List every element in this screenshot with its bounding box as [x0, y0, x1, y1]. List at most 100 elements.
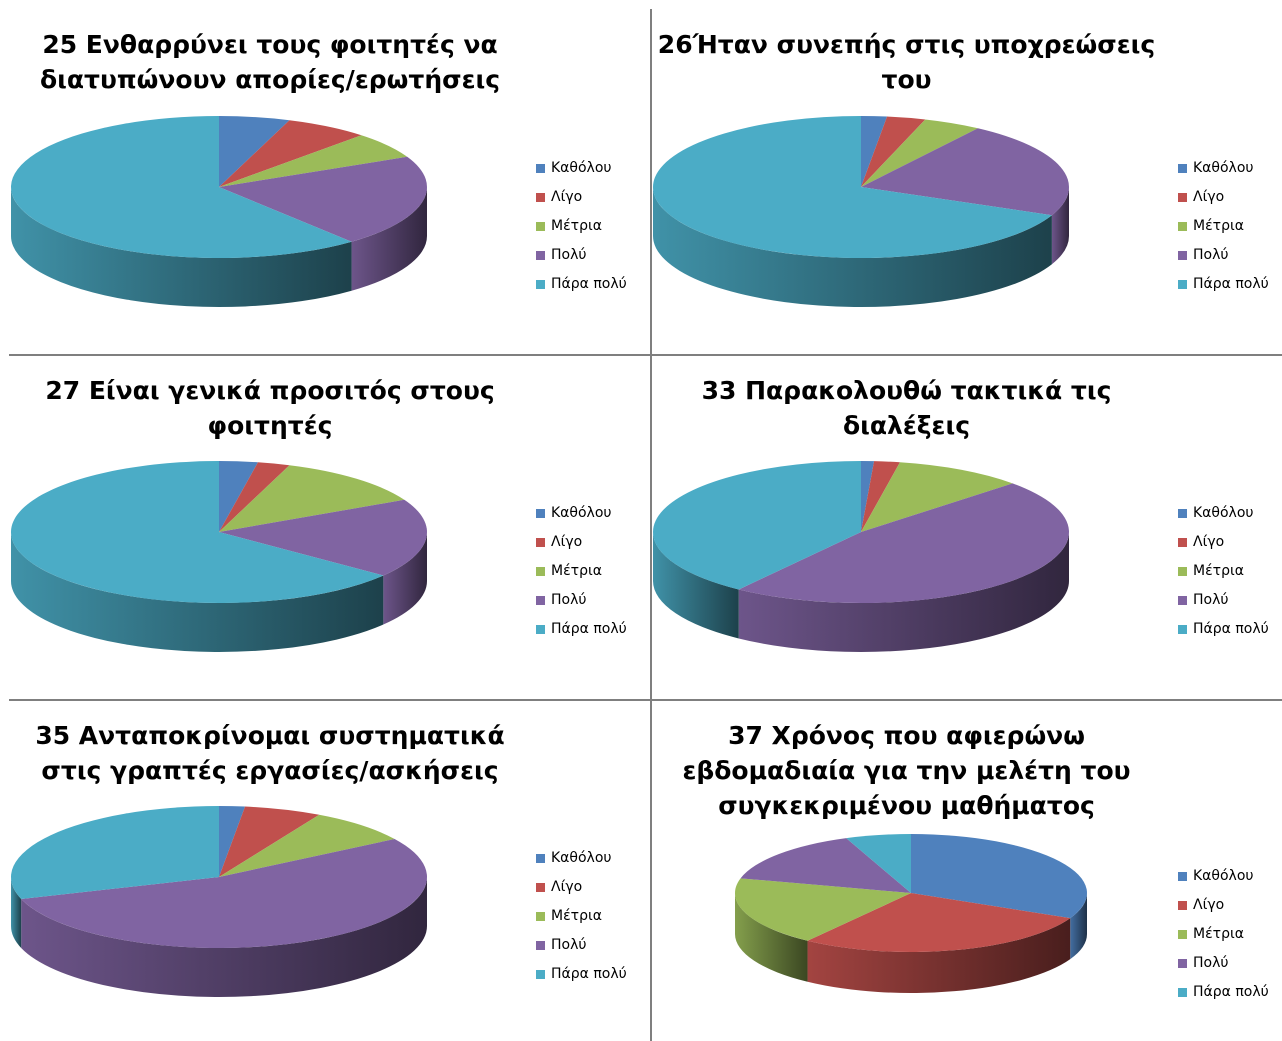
pie-slice-1: [861, 461, 875, 532]
grid-divider-h1: [9, 354, 1282, 356]
chart-legend: Καθόλου Λίγο Μέτρια Πολύ Πάρα πολύ: [536, 851, 627, 996]
chart-title: 37 Χρόνος που αφιερώνω εβδομαδιαία για τη…: [651, 718, 1162, 823]
legend-swatch: [1178, 509, 1187, 518]
chart-title-line: εβδομαδιαία για την μελέτη του: [682, 756, 1131, 785]
chart-title-line: 37 Χρόνος που αφιερώνω: [728, 721, 1085, 750]
legend-swatch: [1178, 567, 1187, 576]
chart-title-line: 33 Παρακολουθώ τακτικά τις: [701, 376, 1112, 405]
legend-item: Μέτρια: [1178, 564, 1269, 593]
pie-slice-5: [11, 116, 352, 258]
pie-slice-2: [861, 461, 900, 532]
legend-label: Πολύ: [1193, 955, 1229, 971]
legend-label: Καθόλου: [551, 160, 612, 176]
legend-label: Πάρα πολύ: [1193, 621, 1269, 637]
pie-slice-5: [11, 806, 219, 899]
legend-label: Μέτρια: [1193, 218, 1244, 234]
pie-slice-side: [1070, 893, 1087, 960]
chart-panel-35: 35 Ανταποκρίνομαι συστηματικά στις γραπτέ…: [9, 700, 651, 1041]
legend-label: Πολύ: [1193, 247, 1229, 263]
legend-label: Καθόλου: [1193, 505, 1254, 521]
pie-slice-side: [653, 187, 1052, 307]
pie-slice-1: [911, 834, 1087, 919]
legend-label: Πολύ: [551, 937, 587, 953]
legend-swatch: [1178, 930, 1187, 939]
pie-slice-side: [738, 532, 1069, 652]
legend-swatch: [1178, 901, 1187, 910]
pie-slice-4: [738, 483, 1069, 603]
pie-slice-5: [653, 461, 861, 590]
pie-slice-side: [21, 877, 428, 997]
legend-item: Πολύ: [536, 938, 627, 967]
legend-item: Μέτρια: [1178, 927, 1269, 956]
legend-swatch: [536, 538, 545, 547]
legend-swatch: [536, 164, 545, 173]
legend-label: Λίγο: [1193, 534, 1225, 550]
chart-title-line: του: [881, 65, 932, 94]
legend-item: Μέτρια: [1178, 219, 1269, 248]
pie-chart: [653, 116, 1069, 307]
pie-chart: [735, 834, 1087, 993]
legend-label: Λίγο: [1193, 189, 1225, 205]
legend-label: Πάρα πολύ: [1193, 984, 1269, 1000]
pie-slice-side: [735, 893, 808, 982]
grid-divider-v: [650, 9, 652, 1041]
chart-panel-37: 37 Χρόνος που αφιερώνω εβδομαδιαία για τη…: [651, 700, 1282, 1041]
legend-label: Καθόλου: [1193, 160, 1254, 176]
chart-title-line: διατυπώνουν απορίες/ερωτήσεις: [39, 65, 501, 94]
legend-label: Πολύ: [551, 247, 587, 263]
legend-swatch: [1178, 538, 1187, 547]
pie-slice-3: [219, 814, 395, 877]
pie-slice-1: [219, 116, 290, 187]
legend-item: Πάρα πολύ: [536, 967, 627, 996]
pie-slice-side: [11, 187, 352, 307]
chart-panel-26: 26Ήταν συνεπής στις υποχρεώσεις του Καθόλο…: [651, 9, 1282, 355]
legend-item: Μέτρια: [536, 564, 627, 593]
pie-slice-2: [807, 893, 1071, 952]
chart-panel-33: 33 Παρακολουθώ τακτικά τις διαλέξεις Καθόλ…: [651, 355, 1282, 700]
legend-swatch: [1178, 872, 1187, 881]
legend-swatch: [536, 222, 545, 231]
chart-title: 35 Ανταποκρίνομαι συστηματικά στις γραπτέ…: [9, 718, 531, 788]
legend-item: Καθόλου: [536, 851, 627, 880]
chart-title-line: 35 Ανταποκρίνομαι συστηματικά: [35, 721, 505, 750]
pie-slice-5: [846, 834, 911, 893]
chart-title-line: συγκεκριμένου μαθήματος: [718, 791, 1095, 820]
pie-slice-3: [735, 878, 911, 941]
chart-panel-27: 27 Είναι γενικά προσιτός στους φοιτητές Κα…: [9, 355, 651, 700]
legend-label: Μέτρια: [551, 908, 602, 924]
legend-swatch: [1178, 988, 1187, 997]
legend-swatch: [1178, 959, 1187, 968]
pie-slice-side: [1051, 187, 1069, 265]
legend-item: Πάρα πολύ: [1178, 622, 1269, 651]
legend-swatch: [536, 193, 545, 202]
legend-swatch: [536, 625, 545, 634]
legend-item: Πολύ: [1178, 956, 1269, 985]
legend-label: Πάρα πολύ: [551, 621, 627, 637]
pie-slice-side: [351, 187, 427, 291]
grid-divider-h2: [9, 699, 1282, 701]
legend-item: Λίγο: [1178, 535, 1269, 564]
legend-swatch: [536, 941, 545, 950]
legend-swatch: [1178, 625, 1187, 634]
legend-label: Μέτρια: [1193, 926, 1244, 942]
chart-grid: 25 Ενθαρρύνει τους φοιτητές να διατυπώνου…: [9, 9, 1282, 1041]
legend-item: Πολύ: [536, 593, 627, 622]
legend-swatch: [1178, 280, 1187, 289]
legend-label: Μέτρια: [1193, 563, 1244, 579]
chart-title-line: 25 Ενθαρρύνει τους φοιτητές να: [42, 30, 498, 59]
pie-slice-side: [11, 877, 22, 948]
legend-item: Λίγο: [1178, 898, 1269, 927]
legend-item: Λίγο: [1178, 190, 1269, 219]
legend-label: Πολύ: [551, 592, 587, 608]
pie-slice-4: [219, 499, 427, 576]
legend-swatch: [1178, 251, 1187, 260]
legend-item: Πολύ: [1178, 248, 1269, 277]
legend-item: Λίγο: [536, 880, 627, 909]
chart-legend: Καθόλου Λίγο Μέτρια Πολύ Πάρα πολύ: [536, 506, 627, 651]
pie-slice-2: [861, 116, 926, 187]
legend-label: Πολύ: [1193, 592, 1229, 608]
pie-slice-4: [740, 838, 911, 893]
legend-swatch: [1178, 193, 1187, 202]
legend-swatch: [1178, 164, 1187, 173]
legend-item: Καθόλου: [1178, 869, 1269, 898]
